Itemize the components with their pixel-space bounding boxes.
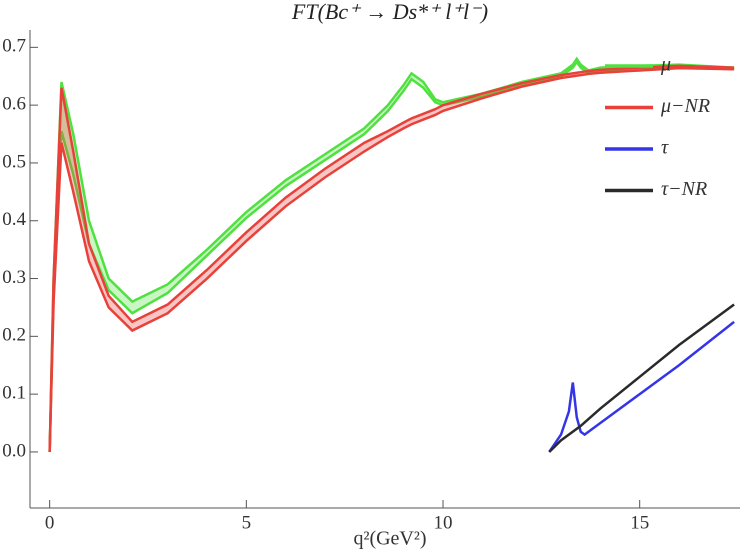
line [548, 320, 735, 453]
x-axis-label: q²(GeV²) [353, 528, 426, 550]
legend-label: μ [660, 54, 671, 76]
x-tick-label: 0 [45, 512, 55, 533]
line-lower [48, 59, 735, 452]
x-tick-label: 10 [434, 512, 453, 533]
y-tick-label: 0.3 [2, 267, 26, 288]
legend-label: τ [661, 137, 669, 159]
y-tick-label: 0.5 [2, 151, 26, 172]
y-tick-label: 0.1 [2, 382, 26, 403]
band-fill [49, 58, 735, 452]
line [548, 303, 735, 453]
chart-title: FT(Bc⁺ → Ds*⁺ l⁺l⁻) [291, 0, 488, 24]
y-tick-label: 0.2 [2, 325, 26, 346]
legend-label: μ−NR [660, 95, 710, 117]
line [48, 56, 735, 452]
x-tick-label: 5 [242, 512, 252, 533]
legend-label: τ−NR [661, 178, 707, 200]
line-lower [48, 66, 735, 452]
x-tick-label: 15 [630, 512, 649, 533]
y-tick-label: 0.6 [2, 93, 26, 114]
y-tick-label: 0.4 [2, 209, 26, 230]
line [48, 64, 735, 452]
y-tick-label: 0.0 [2, 440, 26, 461]
band-fill [49, 65, 735, 452]
y-tick-label: 0.7 [2, 36, 26, 57]
